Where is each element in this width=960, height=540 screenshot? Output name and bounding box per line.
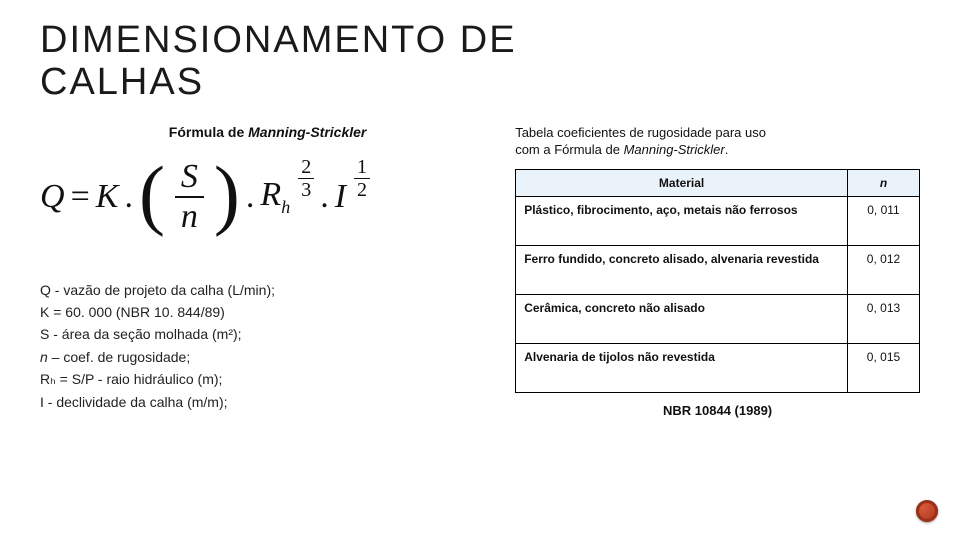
table-row: Alvenaria de tijolos não revestida 0, 01… [516,343,920,392]
table-heading-line2a: com a Fórmula de [515,142,623,157]
table-row: Cerâmica, concreto não alisado 0, 013 [516,294,920,343]
legend-line: S - área da seção molhada (m²); [40,323,495,345]
title-line-2: CALHAS [40,62,920,104]
equals: = [71,178,90,216]
table-row: Ferro fundido, concreto alisado, alvenar… [516,245,920,294]
legend-line: Q - vazão de projeto da calha (L/min); [40,279,495,301]
cell-material: Cerâmica, concreto não alisado [516,294,848,343]
cell-n: 0, 015 [847,343,919,392]
cell-n: 0, 013 [847,294,919,343]
manning-strickler-formula: Q = K . ( S n ) . Rh 2 3 . I [40,160,495,234]
formula-heading-prefix: Fórmula de [169,124,248,140]
slide-number-decor [916,500,938,522]
dot-1: . [124,178,133,216]
right-column: Tabela coeficientes de rugosidade para u… [515,124,920,418]
page-title: DIMENSIONAMENTO DE CALHAS [40,20,920,104]
legend-line: n – coef. de rugosidade; [40,346,495,368]
formula-heading-name: Manning-Strickler [248,124,366,140]
dot-3: . [320,178,329,216]
var-I: I [335,178,346,216]
table-heading-name: Manning-Strickler [624,142,725,157]
table-row: Plástico, fibrocimento, aço, metais não … [516,196,920,245]
col-n: n [847,169,919,196]
frac-den: n [175,198,204,234]
cell-material: Alvenaria de tijolos não revestida [516,343,848,392]
paren-open: ( [139,167,165,222]
var-Rh: Rh [260,176,290,218]
formula-legend: Q - vazão de projeto da calha (L/min); K… [40,279,495,413]
fraction-S-n: S n [175,160,204,234]
table-heading: Tabela coeficientes de rugosidade para u… [515,124,920,159]
roughness-table: Material n Plástico, fibrocimento, aço, … [515,169,920,393]
legend-line: I - declividade da calha (m/m); [40,391,495,413]
col-material: Material [516,169,848,196]
var-K: K [96,178,119,216]
table-heading-line1: Tabela coeficientes de rugosidade para u… [515,125,766,140]
table-header-row: Material n [516,169,920,196]
formula-heading: Fórmula de Manning-Strickler [40,124,495,140]
var-Q: Q [40,178,65,216]
cell-material: Plástico, fibrocimento, aço, metais não … [516,196,848,245]
cell-material: Ferro fundido, concreto alisado, alvenar… [516,245,848,294]
exponent-2-3: 2 3 [298,157,314,200]
exponent-1-2: 1 2 [354,157,370,200]
legend-line: Rₕ = S/P - raio hidráulico (m); [40,368,495,390]
left-column: Fórmula de Manning-Strickler Q = K . ( S… [40,124,515,418]
table-heading-line2b: . [725,142,729,157]
title-line-1: DIMENSIONAMENTO DE [40,20,920,62]
paren-close: ) [214,167,240,222]
cell-n: 0, 012 [847,245,919,294]
dot-2: . [246,178,255,216]
legend-line: K = 60. 000 (NBR 10. 844/89) [40,301,495,323]
frac-num: S [175,160,204,198]
cell-n: 0, 011 [847,196,919,245]
table-source: NBR 10844 (1989) [515,403,920,418]
